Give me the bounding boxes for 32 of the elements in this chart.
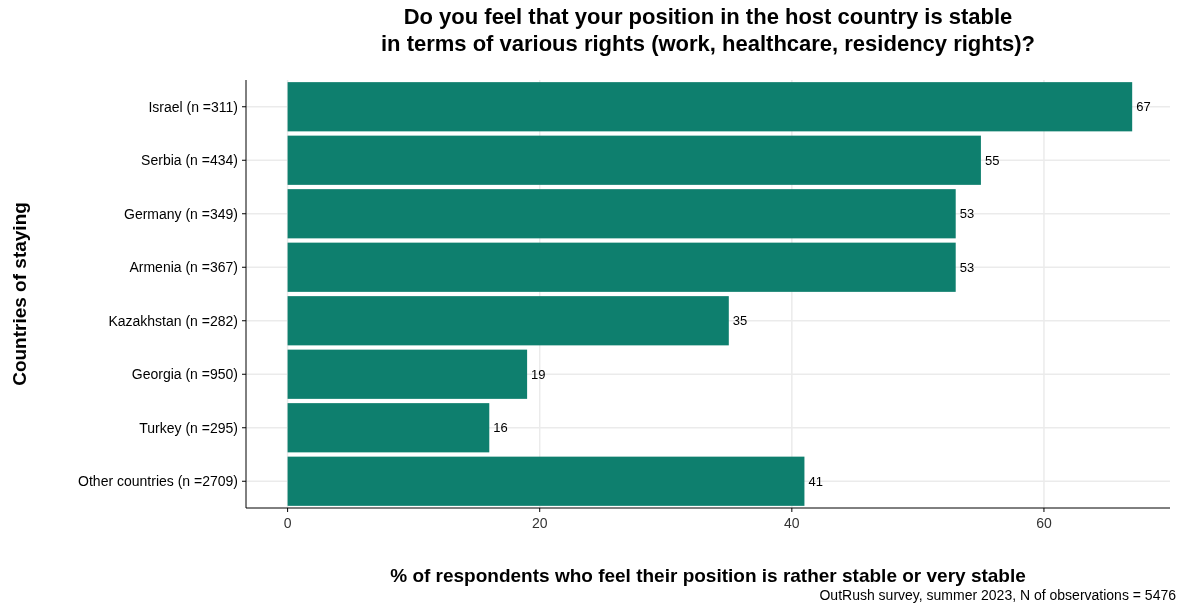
chart-title: Do you feel that your position in the host country is stable in terms of various rights (work, healthcare, residency rights)? bbox=[380, 4, 1036, 56]
bar bbox=[287, 242, 956, 292]
data-label: 35 bbox=[732, 313, 748, 329]
y-tick-label: Kazakhstan (n =282) bbox=[108, 312, 238, 329]
text: OutRush survey, summer 2023, N of observations = 5476 bbox=[819, 587, 1177, 603]
bar bbox=[287, 456, 805, 506]
data-label: 67 bbox=[1136, 99, 1151, 115]
y-tick-label: Turkey (n =295) bbox=[139, 419, 238, 436]
data-label: 53 bbox=[959, 259, 975, 275]
data-label: 19 bbox=[531, 366, 546, 382]
y-tick-label: Armenia (n =367) bbox=[129, 259, 238, 276]
y-tick-label: Germany (n =349) bbox=[124, 205, 238, 222]
bar bbox=[287, 349, 528, 399]
data-label: 16 bbox=[493, 420, 508, 436]
bar bbox=[287, 135, 981, 185]
x-tick-label: 60 bbox=[1036, 515, 1052, 531]
y-axis-title: Countries of staying bbox=[9, 202, 30, 386]
x-axis-title: % of respondents who feel their position is rather stable or very stable bbox=[390, 565, 1026, 586]
y-tick-label: Israel (n =311) bbox=[148, 98, 238, 115]
data-label: 53 bbox=[959, 206, 975, 222]
bar bbox=[287, 403, 490, 453]
y-tick-label: Other countries (n =2709) bbox=[78, 473, 238, 490]
x-tick-label: 40 bbox=[784, 515, 800, 531]
y-tick-label: Serbia (n =434) bbox=[141, 152, 238, 169]
bar bbox=[287, 189, 956, 239]
data-label: 55 bbox=[984, 152, 1000, 168]
bar bbox=[287, 82, 1133, 132]
bar bbox=[287, 296, 729, 346]
data-label: 41 bbox=[808, 473, 823, 489]
x-tick-label: 0 bbox=[283, 515, 292, 531]
y-tick-label: Georgia (n =950) bbox=[131, 366, 238, 383]
x-tick-label: 20 bbox=[531, 515, 548, 531]
